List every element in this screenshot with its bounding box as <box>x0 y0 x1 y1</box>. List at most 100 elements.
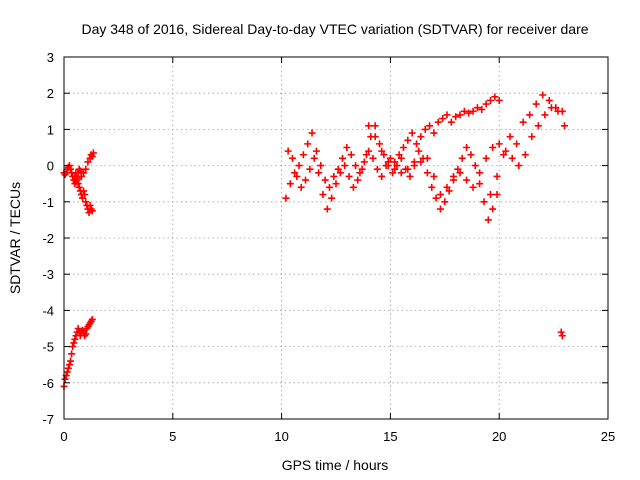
data-point <box>319 191 327 199</box>
data-point <box>325 183 333 191</box>
data-point <box>417 158 425 166</box>
data-point <box>469 183 477 191</box>
data-point <box>371 133 379 141</box>
data-point <box>328 194 336 202</box>
data-point <box>502 147 510 155</box>
data-point <box>519 118 527 126</box>
x-tick-label: 15 <box>383 429 397 444</box>
data-point <box>495 140 503 148</box>
data-point <box>64 364 72 372</box>
data-point <box>67 357 75 365</box>
data-point <box>75 183 83 191</box>
data-point <box>441 198 449 206</box>
data-point <box>347 151 355 159</box>
data-point <box>82 165 90 173</box>
data-point <box>456 169 464 177</box>
data-point <box>321 176 329 184</box>
data-point <box>534 122 542 130</box>
data-point <box>506 133 514 141</box>
data-point <box>88 315 96 323</box>
data-point <box>341 162 349 170</box>
data-point <box>77 172 85 180</box>
data-point <box>489 205 497 213</box>
y-tick-label: 2 <box>47 86 54 101</box>
data-point <box>61 375 69 383</box>
data-point <box>80 169 88 177</box>
data-point <box>88 207 96 215</box>
data-point <box>306 165 314 173</box>
series-main-track-c <box>365 104 568 199</box>
data-point <box>365 147 373 155</box>
data-point <box>293 172 301 180</box>
data-point <box>447 118 455 126</box>
data-point <box>463 144 471 151</box>
data-point <box>410 162 418 170</box>
data-point <box>495 96 503 104</box>
data-point <box>469 107 477 115</box>
data-point <box>336 169 344 177</box>
y-axis-label: SDTVAR / TECUs <box>7 182 23 294</box>
data-point <box>349 183 357 191</box>
data-point <box>65 361 73 369</box>
y-tick-label: 3 <box>47 50 54 65</box>
data-point <box>443 111 451 119</box>
y-tick-label: -7 <box>42 412 54 427</box>
data-point <box>436 205 444 213</box>
series-outlier <box>557 328 566 340</box>
data-point <box>360 158 368 166</box>
data-point <box>78 194 86 202</box>
data-point <box>436 191 444 199</box>
data-point <box>291 169 299 177</box>
data-point <box>397 169 405 177</box>
data-point <box>310 154 318 162</box>
data-point <box>82 198 90 206</box>
chart-title: Day 348 of 2016, Sidereal Day-to-day VTE… <box>81 21 588 37</box>
x-tick-label: 0 <box>60 429 67 444</box>
data-point <box>378 172 386 180</box>
data-point <box>391 165 399 173</box>
data-point <box>69 343 77 351</box>
data-point <box>430 172 438 180</box>
data-point <box>380 151 388 159</box>
data-point <box>384 158 392 166</box>
data-point <box>393 162 401 170</box>
x-tick-label: 10 <box>274 429 288 444</box>
data-point <box>557 328 565 336</box>
data-point <box>302 176 310 184</box>
data-point <box>421 125 429 133</box>
data-point <box>84 158 92 166</box>
axis-ticks <box>63 56 609 420</box>
data-point <box>482 154 490 162</box>
data-point <box>282 194 290 202</box>
data-point <box>295 162 303 170</box>
data-point <box>426 122 434 130</box>
data-point <box>428 183 436 191</box>
data-point <box>369 154 377 162</box>
data-point <box>465 109 473 117</box>
data-point <box>68 350 76 358</box>
data-point <box>308 129 316 137</box>
data-point <box>81 191 89 199</box>
data-point <box>397 154 405 162</box>
data-points <box>60 91 568 390</box>
data-point <box>560 122 568 130</box>
data-point <box>476 180 484 188</box>
data-point <box>513 140 521 148</box>
data-point <box>486 96 494 104</box>
data-point <box>532 100 540 108</box>
data-point <box>315 169 323 177</box>
data-point <box>88 153 96 161</box>
data-point <box>356 169 364 177</box>
data-point <box>423 154 431 162</box>
data-point <box>417 133 425 141</box>
data-point <box>286 180 294 188</box>
y-tick-label: -4 <box>42 303 54 318</box>
data-point <box>467 151 475 159</box>
data-point <box>343 144 351 151</box>
data-point <box>458 154 466 162</box>
data-point <box>430 129 438 137</box>
data-point <box>500 151 508 159</box>
data-point <box>332 180 340 188</box>
data-point <box>413 140 421 148</box>
x-axis-label: GPS time / hours <box>282 457 389 473</box>
